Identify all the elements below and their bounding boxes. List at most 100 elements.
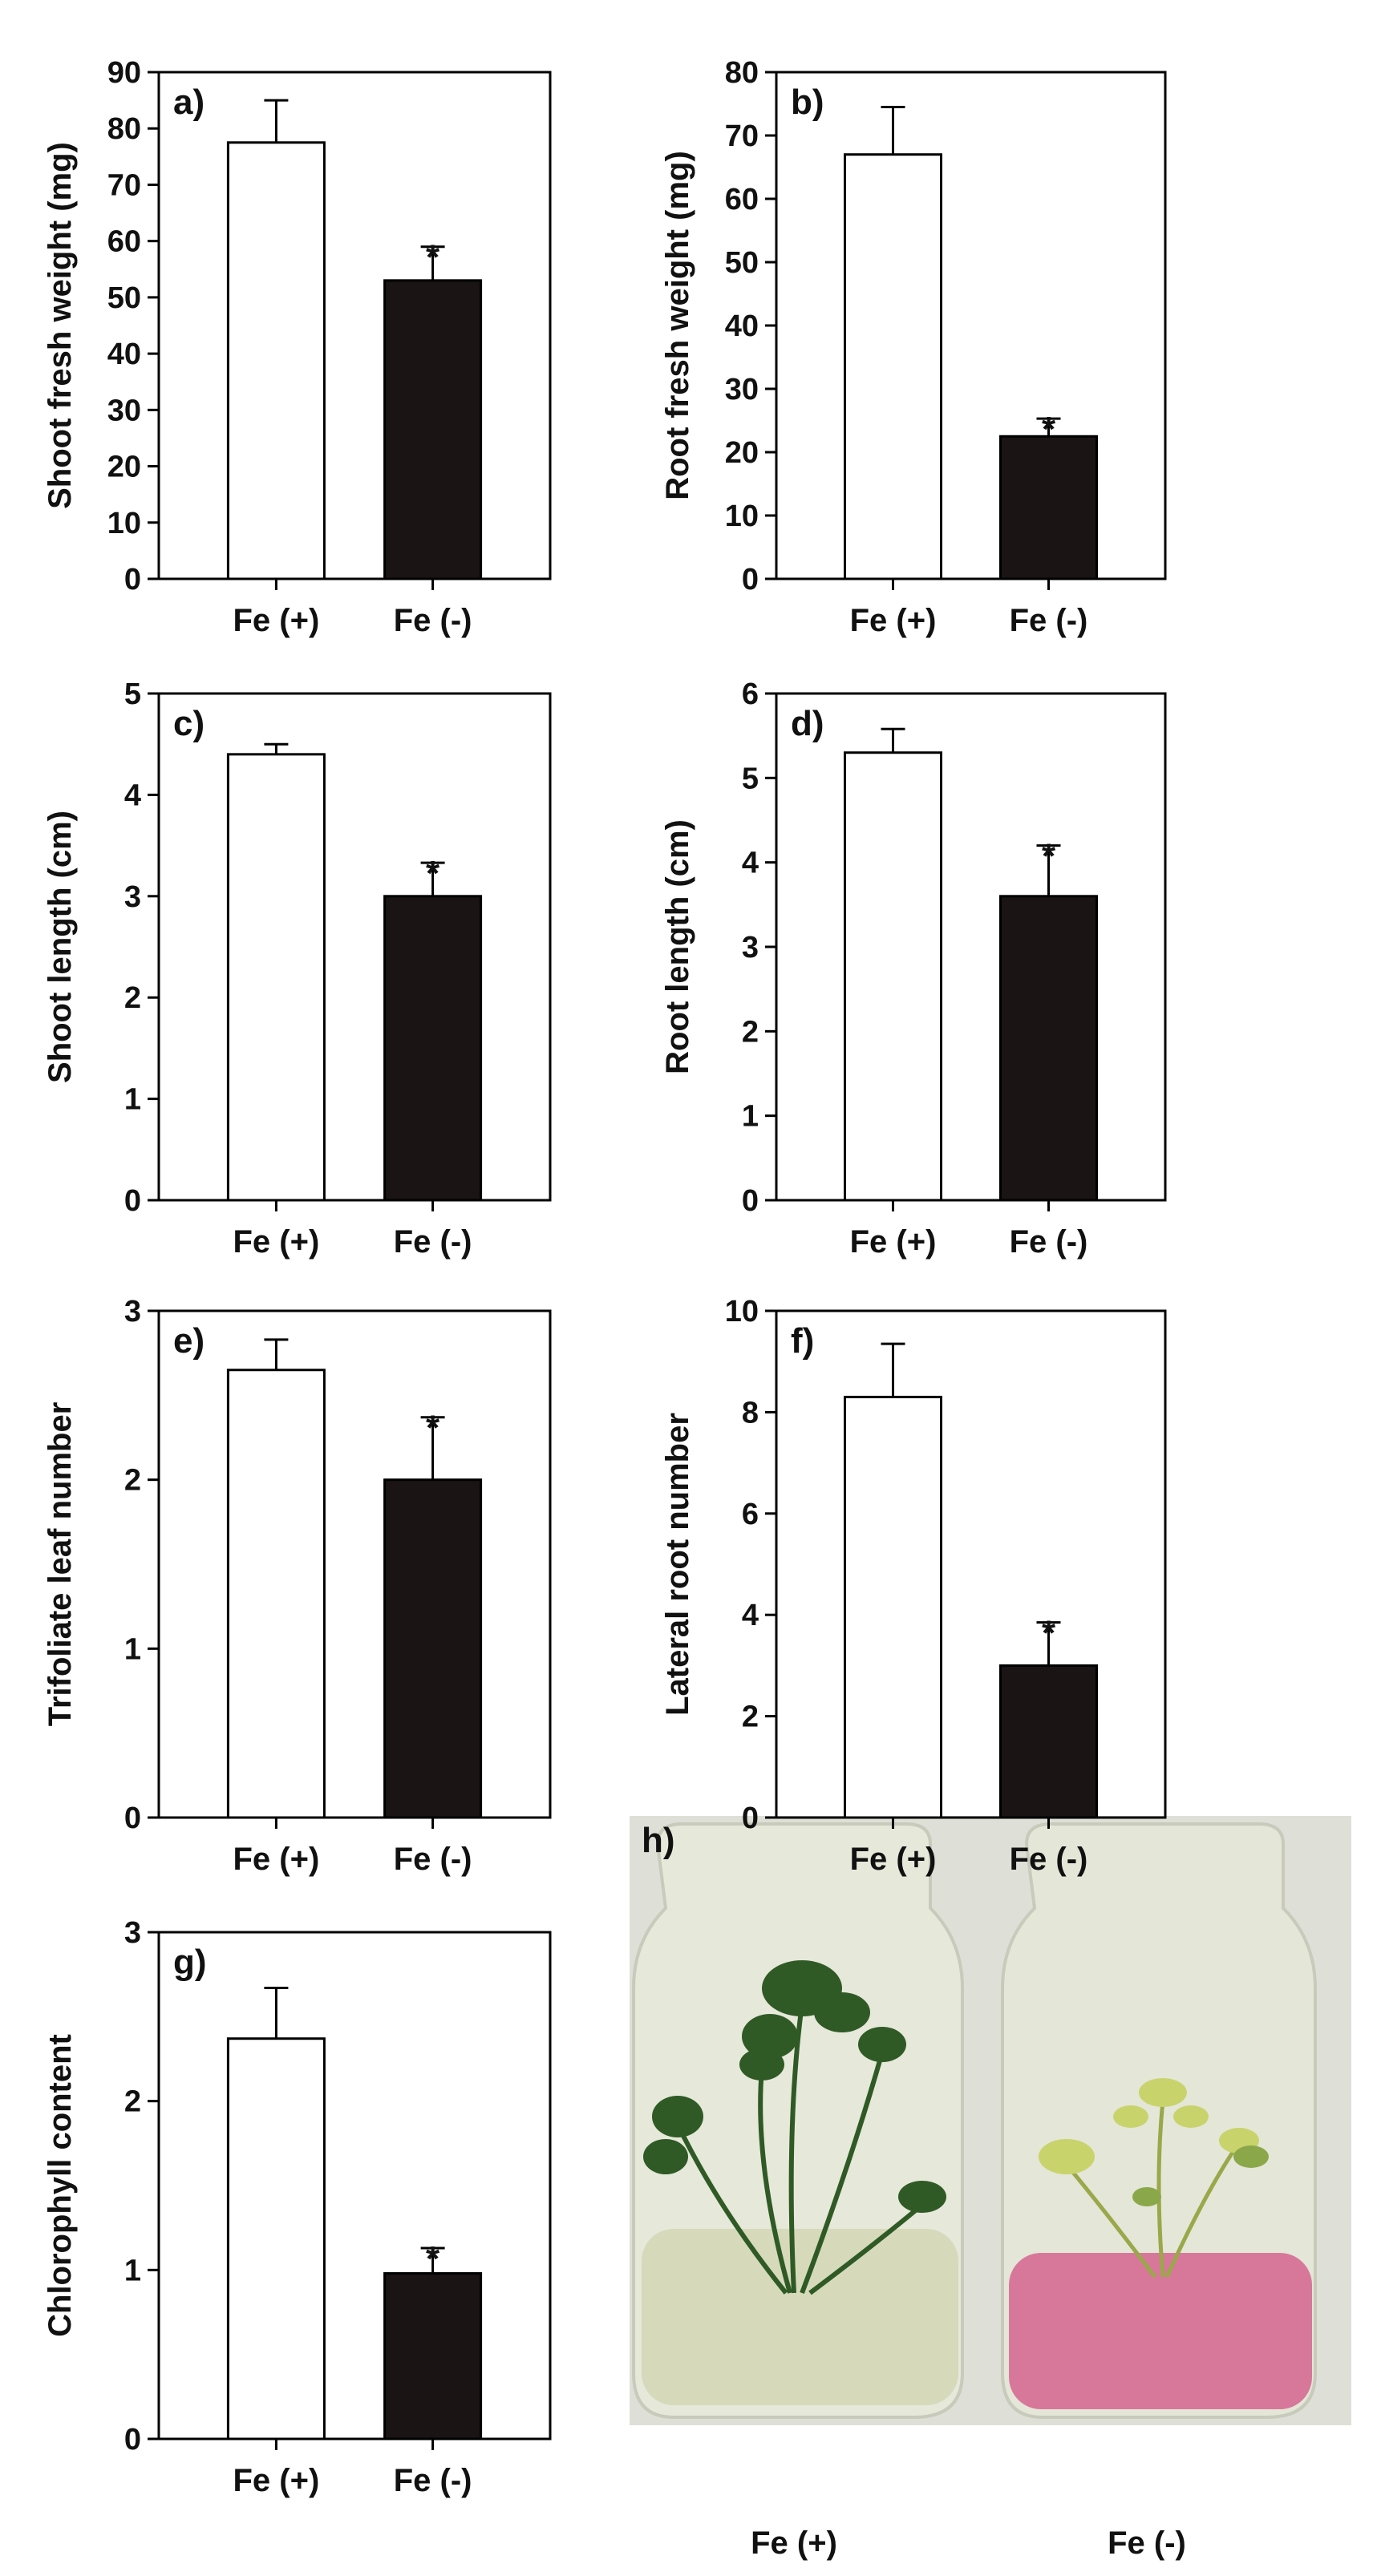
y-tick-label-e-0: 0 <box>124 1802 141 1835</box>
y-axis-label-c: Shoot length (cm) <box>43 811 78 1083</box>
y-tick-label-a-1: 10 <box>107 507 141 540</box>
photo-panel-letter: h) <box>642 1821 675 1860</box>
y-tick-label-f-2: 4 <box>742 1599 759 1632</box>
y-axis-label-f: Lateral root number <box>660 1413 695 1716</box>
bar-c-2 <box>383 895 483 1202</box>
x-label-e-2: Fe (-) <box>394 1842 472 1877</box>
bar-a-2 <box>383 279 483 580</box>
y-tick-label-d-1: 1 <box>742 1100 759 1134</box>
x-label-g-1: Fe (+) <box>233 2463 320 2498</box>
panel-letter-d: d) <box>791 704 824 743</box>
y-tick-label-b-1: 10 <box>725 499 759 533</box>
y-axis-label-e: Trifoliate leaf number <box>43 1402 78 1727</box>
bar-e-2 <box>383 1478 483 1819</box>
bar-e-1 <box>226 1369 326 1819</box>
chart-panel-e: Fe (+) * Fe (-) 0 1 2 3 Trifoliate leaf number e… <box>43 1295 552 1877</box>
y-tick-label-e-1: 1 <box>124 1632 141 1666</box>
bar-c-1 <box>226 753 326 1202</box>
y-axis-label-g: Chlorophyll content <box>43 2034 78 2337</box>
y-tick-label-g-2: 2 <box>124 2085 141 2119</box>
y-tick-label-a-7: 70 <box>107 168 141 202</box>
y-tick-label-b-6: 60 <box>725 183 759 216</box>
photo-left-label: Fe (+) <box>751 2525 837 2561</box>
plot-frame-f <box>775 1309 1167 1819</box>
chart-panel-c: Fe (+) * Fe (-) 0 1 2 3 4 5 Shoot length (cm) c) <box>43 677 552 1260</box>
significance-star-f: * <box>1042 1614 1056 1653</box>
bar-g-1 <box>226 2037 326 2441</box>
x-label-c-1: Fe (+) <box>233 1224 320 1260</box>
chart-panel-f: Fe (+) * Fe (-) 0 2 4 6 8 10 Lateral root number f… <box>660 1295 1167 1877</box>
y-tick-label-a-5: 50 <box>107 281 141 315</box>
y-axis-label-d: Root length (cm) <box>660 819 695 1074</box>
bar-d-2 <box>999 895 1098 1202</box>
right-jar-photo <box>1001 1822 1317 2419</box>
photo-panel-h: h) <box>630 1816 1351 2425</box>
panel-letter-a: a) <box>173 83 205 122</box>
panel-letter-c: c) <box>173 704 205 743</box>
bar-f-1 <box>844 1395 942 1819</box>
significance-star-c: * <box>426 854 440 893</box>
y-tick-label-a-9: 90 <box>107 56 141 90</box>
x-label-g-2: Fe (-) <box>394 2463 472 2498</box>
x-label-c-2: Fe (-) <box>394 1224 472 1260</box>
plot-frame-a <box>157 71 552 580</box>
x-label-a-1: Fe (+) <box>233 603 320 638</box>
x-label-b-2: Fe (-) <box>1010 603 1088 638</box>
y-tick-label-a-0: 0 <box>124 563 141 596</box>
y-tick-label-b-8: 80 <box>725 56 759 90</box>
y-tick-label-a-3: 30 <box>107 394 141 427</box>
y-tick-label-g-0: 0 <box>124 2423 141 2457</box>
y-tick-label-b-7: 70 <box>725 119 759 153</box>
photo-right-label: Fe (-) <box>1108 2525 1186 2561</box>
panel-letter-b: b) <box>791 83 824 122</box>
y-tick-label-c-5: 5 <box>124 677 141 711</box>
y-tick-label-f-0: 0 <box>742 1802 759 1835</box>
y-tick-label-f-3: 6 <box>742 1498 759 1531</box>
bar-g-2 <box>383 2272 483 2441</box>
significance-star-e: * <box>426 1409 440 1448</box>
x-label-f-2: Fe (-) <box>1010 1842 1088 1877</box>
bar-a-1 <box>226 141 326 580</box>
significance-star-b: * <box>1042 410 1056 449</box>
y-tick-label-b-3: 30 <box>725 373 759 406</box>
chart-panel-b: Fe (+) * Fe (-) 0 10 20 30 40 50 60 70 80 Root fresh… <box>660 56 1167 638</box>
y-axis-label-a: Shoot fresh weight (mg) <box>43 142 78 509</box>
panel-letter-f: f) <box>791 1321 814 1361</box>
y-tick-label-g-3: 3 <box>124 1916 141 1950</box>
bar-b-1 <box>844 153 942 580</box>
y-tick-label-d-6: 6 <box>742 677 759 711</box>
plot-frame-e <box>157 1309 552 1819</box>
y-tick-label-c-2: 2 <box>124 981 141 1015</box>
y-tick-label-f-1: 2 <box>742 1700 759 1734</box>
x-label-d-1: Fe (+) <box>850 1224 937 1260</box>
y-tick-label-c-4: 4 <box>124 778 141 812</box>
y-tick-label-c-0: 0 <box>124 1184 141 1218</box>
y-tick-label-a-4: 40 <box>107 338 141 371</box>
x-label-a-2: Fe (-) <box>394 603 472 638</box>
y-tick-label-e-3: 3 <box>124 1295 141 1328</box>
panel-letter-g: g) <box>173 1943 207 1982</box>
y-tick-label-a-6: 60 <box>107 225 141 259</box>
y-tick-label-f-4: 8 <box>742 1396 759 1430</box>
significance-star-d: * <box>1042 837 1056 876</box>
y-tick-label-d-3: 3 <box>742 931 759 964</box>
y-tick-label-b-4: 40 <box>725 309 759 343</box>
chart-panel-d: Fe (+) * Fe (-) 0 1 2 3 4 5 6 Root length (cm) d) <box>660 677 1167 1260</box>
y-tick-label-b-5: 50 <box>725 246 759 280</box>
x-label-b-1: Fe (+) <box>850 603 937 638</box>
x-label-f-1: Fe (+) <box>850 1842 937 1877</box>
y-tick-label-g-1: 1 <box>124 2254 141 2287</box>
y-tick-label-b-0: 0 <box>742 563 759 596</box>
bar-b-2 <box>999 435 1098 580</box>
y-tick-label-c-3: 3 <box>124 880 141 914</box>
y-tick-label-b-2: 20 <box>725 436 759 470</box>
y-tick-label-d-2: 2 <box>742 1015 759 1049</box>
y-tick-label-d-0: 0 <box>742 1184 759 1218</box>
plot-frame-g <box>157 1931 552 2441</box>
x-label-e-1: Fe (+) <box>233 1842 320 1877</box>
y-tick-label-c-1: 1 <box>124 1083 141 1117</box>
left-jar-photo <box>632 1822 964 2419</box>
significance-star-g: * <box>426 2239 440 2279</box>
significance-star-a: * <box>426 238 440 277</box>
